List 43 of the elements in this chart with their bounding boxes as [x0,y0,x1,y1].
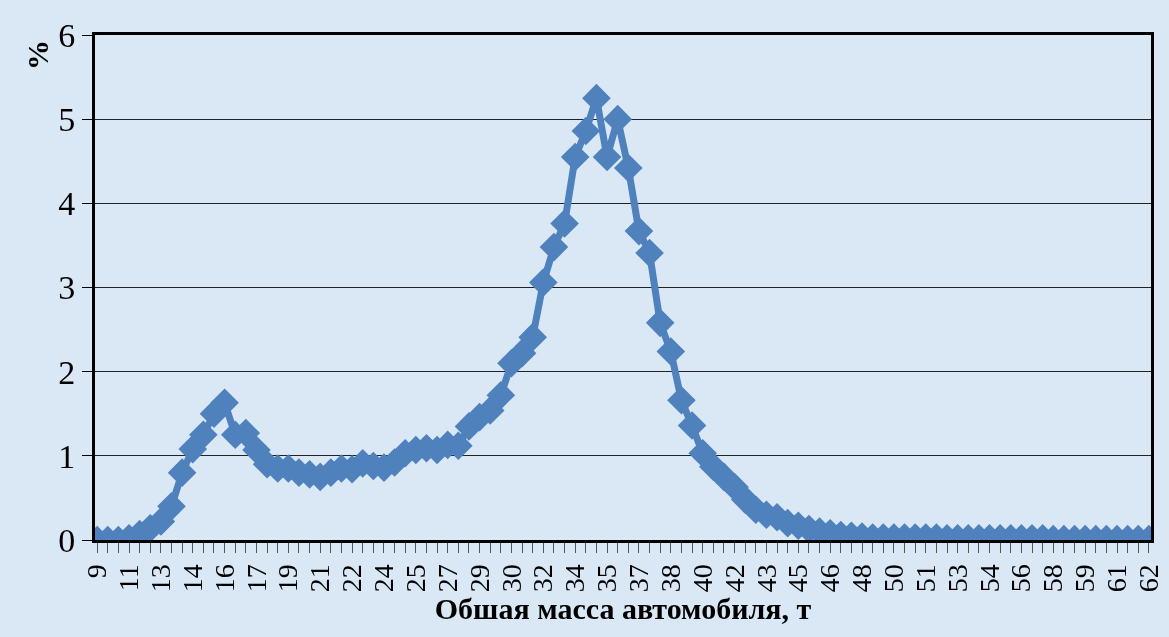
x-tick-label: 43 [750,564,782,593]
x-tick-label: 13 [144,564,176,593]
x-tick-label: 48 [846,564,878,593]
x-axis-title: Обшая масса автомобиля, т [434,592,812,626]
x-tick-label: 14 [176,564,208,593]
x-tick-label: 46 [814,564,846,593]
x-tick-label: 17 [240,564,272,593]
y-tick-label: 3 [58,269,76,307]
y-tick-label: 2 [58,353,76,391]
x-tick-label: 29 [463,564,495,593]
x-tick-label: 58 [1037,564,1069,593]
x-tick-label: 32 [527,564,559,593]
x-tick-label: 59 [1069,564,1101,593]
x-tick-label: 24 [368,564,400,593]
x-tick-label: 38 [654,564,686,593]
x-tick-label: 19 [272,564,304,593]
y-tick-label: 0 [58,521,76,559]
x-tick-label: 54 [973,564,1005,593]
x-tick-label: 51 [909,564,941,593]
x-tick-label: 62 [1132,564,1164,593]
x-tick-label: 22 [336,564,368,593]
x-tick-label: 42 [718,564,750,593]
x-tick-label: 21 [304,564,336,593]
x-tick-label: 50 [878,564,910,593]
x-tick-label: 35 [591,564,623,593]
x-tick-label: 61 [1101,564,1133,593]
x-tick-label: 34 [559,564,591,593]
x-tick-label: 45 [782,564,814,593]
y-tick-label: 6 [58,16,76,54]
x-tick-label: 37 [623,564,655,593]
x-tick-label: 16 [208,564,240,593]
x-tick-label: 25 [399,564,431,593]
x-tick-label: 9 [81,564,113,579]
x-tick-label: 27 [431,564,463,593]
y-tick-label: 4 [58,185,76,223]
x-tick-label: 56 [1005,564,1037,593]
x-tick-label: 11 [113,564,145,592]
y-axis-title: % [20,40,54,71]
x-tick-label: 30 [495,564,527,593]
x-tick-label: 53 [941,564,973,593]
y-tick-label: 5 [58,101,76,139]
y-tick-label: 1 [58,437,76,475]
x-tick-label: 40 [686,564,718,593]
